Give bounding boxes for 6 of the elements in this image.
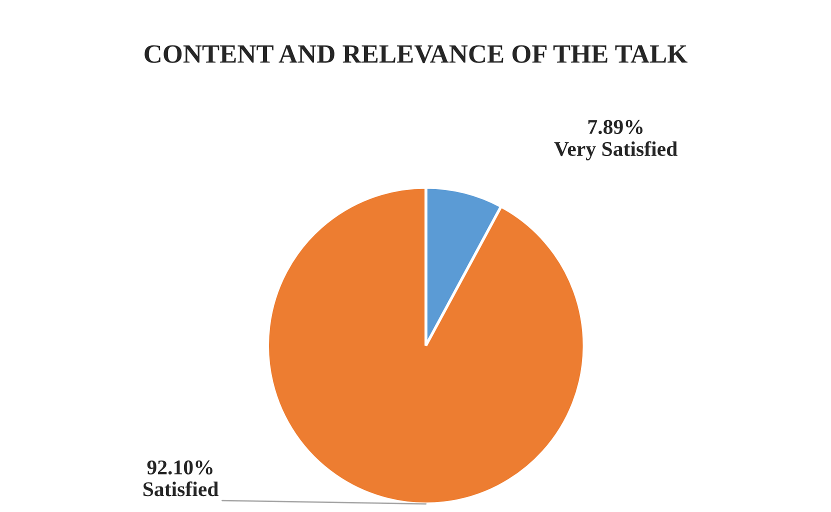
slice-label: Satisfied bbox=[143, 481, 219, 496]
chart-title: CONTENT AND RELEVANCE OF THE TALK bbox=[144, 45, 688, 64]
data-label: 92.10% bbox=[147, 460, 212, 475]
slice-label: Very Satisfied bbox=[554, 141, 678, 160]
data-label: 7.89% bbox=[588, 120, 643, 134]
pie-slice bbox=[266, 186, 586, 506]
